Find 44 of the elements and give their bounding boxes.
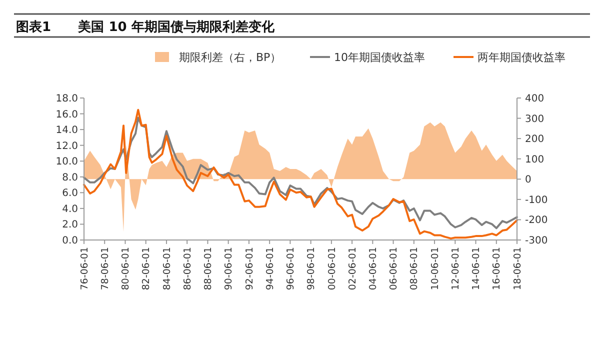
y2-tick-label: 0: [525, 174, 532, 186]
x-tick-label: 98-06-01: [306, 247, 318, 290]
x-tick-label: 88-06-01: [203, 247, 214, 290]
y-tick-label: 6.0: [62, 188, 78, 200]
y-tick-label: 4.0: [62, 204, 78, 215]
x-tick-label: 08-06-01: [409, 247, 420, 290]
y-tick-label: 14.0: [56, 125, 78, 136]
x-tick-label: 96-06-01: [286, 247, 297, 290]
x-tick-label: 76-06-01: [79, 247, 90, 290]
y-tick-label: 2.0: [62, 220, 78, 231]
x-tick-label: 04-06-01: [368, 247, 379, 290]
y2-tick-label: 400: [525, 94, 544, 104]
y2-tick-label: 200: [525, 134, 544, 146]
legend-label: 两年期国债收益率: [478, 51, 566, 64]
y2-tick-label: -300: [525, 236, 548, 246]
x-tick-label: 78-06-01: [100, 247, 111, 290]
x-tick-label: 82-06-01: [141, 247, 152, 290]
legend-label: 10年期国债收益率: [334, 51, 425, 64]
x-tick-label: 10-06-01: [430, 247, 441, 290]
y-tick-label: 8.0: [62, 172, 78, 184]
y2-tick-label: 100: [525, 154, 544, 166]
y-tick-label: 18.0: [56, 94, 78, 104]
y-tick-label: 10.0: [56, 156, 78, 168]
y-tick-label: 16.0: [56, 109, 78, 120]
x-tick-label: 80-06-01: [120, 247, 132, 290]
x-tick-label: 02-06-01: [347, 247, 358, 290]
y2-tick-label: -200: [525, 215, 548, 226]
x-tick-label: 90-06-01: [224, 247, 235, 290]
chart-title: 图表1 美国 10 年期国债与期限利差变化: [16, 19, 276, 35]
x-tick-label: 16-06-01: [492, 247, 503, 290]
x-tick-label: 18-06-01: [512, 247, 524, 290]
x-tick-label: 84-06-01: [162, 247, 173, 290]
y2-tick-label: 300: [525, 114, 544, 125]
x-tick-label: 06-06-01: [388, 247, 400, 290]
x-tick-label: 94-06-01: [264, 247, 276, 290]
y2-tick-label: -100: [525, 194, 548, 206]
legend-label: 期限利差（右，BP）: [179, 51, 282, 64]
y-tick-label: 12.0: [56, 140, 78, 152]
x-tick-label: 00-06-01: [326, 247, 338, 290]
y-tick-label: 0.0: [62, 236, 78, 246]
x-tick-label: 14-06-01: [471, 247, 482, 290]
x-tick-label: 92-06-01: [244, 247, 256, 290]
x-tick-label: 86-06-01: [182, 247, 194, 290]
x-tick-label: 12-06-01: [450, 247, 462, 290]
